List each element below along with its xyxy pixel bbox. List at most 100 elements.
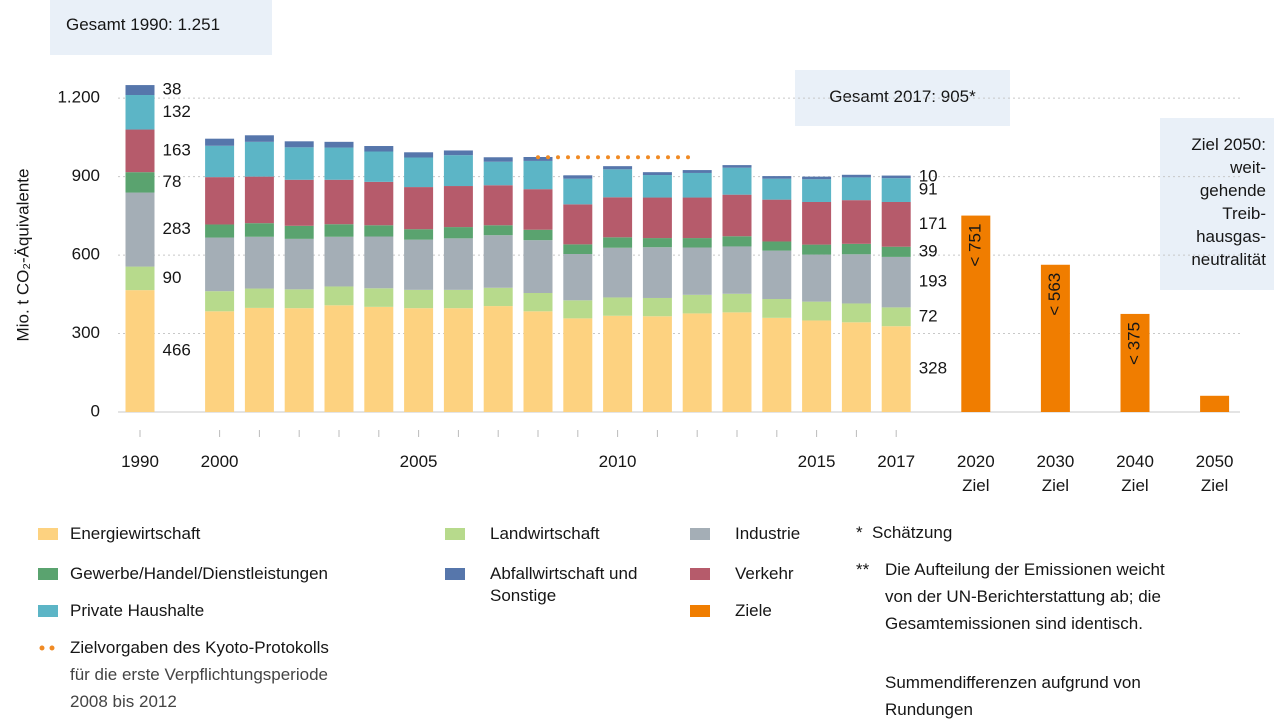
bar-segment <box>1040 264 1070 412</box>
bar-segment <box>523 189 553 230</box>
bar-segment <box>802 254 832 302</box>
bar-segment <box>682 238 712 248</box>
bar-segment <box>244 141 274 177</box>
footnote-mark: ** <box>856 560 870 579</box>
annotation: gehende <box>1199 181 1266 200</box>
bar-segment <box>523 311 553 412</box>
bar-segment <box>682 197 712 239</box>
footnote: Rundungen <box>885 700 973 719</box>
bar-segment <box>603 247 633 298</box>
bar-segment <box>563 178 593 205</box>
bar-segment <box>682 170 712 173</box>
legend-label: 2008 bis 2012 <box>70 692 177 711</box>
bar-segment <box>722 194 752 237</box>
bar-segment <box>881 326 911 412</box>
bar-segment <box>205 237 235 292</box>
annotation-box <box>50 0 272 55</box>
bar-segment <box>205 291 235 312</box>
bar-segment <box>404 152 434 158</box>
bar-segment <box>762 176 792 179</box>
x-tick-label: 2040 Ziel <box>1116 452 1154 495</box>
legend-swatch <box>38 605 58 617</box>
data-label: 171 <box>919 214 947 233</box>
bar-segment <box>802 179 832 202</box>
bar-segment <box>722 167 752 195</box>
bar-segment <box>324 286 354 306</box>
bar-segment <box>603 315 633 412</box>
bar-segment <box>244 223 274 237</box>
bar-segment <box>443 150 473 156</box>
data-label: < 563 <box>1045 273 1064 316</box>
legend-label: Private Haushalte <box>70 601 205 620</box>
bar-segment <box>205 311 235 412</box>
bar-segment <box>1200 395 1230 412</box>
bar-segment <box>642 238 672 248</box>
x-tick-label: 2030 Ziel <box>1036 452 1075 495</box>
bar-segment <box>802 301 832 321</box>
footnote-mark: * <box>856 523 863 542</box>
bar-segment <box>523 240 553 293</box>
bar-segment <box>125 129 155 173</box>
bar-segment <box>244 135 274 142</box>
legend-swatch <box>445 568 465 580</box>
bar-segment <box>443 289 473 309</box>
bar-segment <box>284 147 314 180</box>
bar-segment <box>364 288 394 307</box>
bar-segment <box>324 236 354 287</box>
bar-segment <box>682 294 712 314</box>
legend-label: Industrie <box>735 524 801 543</box>
footnote: Die Aufteilung der Emissionen weicht <box>885 560 1165 579</box>
bar-segment <box>324 305 354 412</box>
data-label: 90 <box>163 268 182 287</box>
bar-segment <box>125 192 155 267</box>
bar-segment <box>244 236 274 289</box>
annotation: Gesamt 2017: 905* <box>829 87 976 106</box>
data-label: 78 <box>163 172 182 191</box>
bar-segment <box>483 306 513 412</box>
bar-segment <box>841 243 871 255</box>
bar-segment <box>563 254 593 301</box>
data-label: 91 <box>919 180 938 199</box>
bar-segment <box>483 157 513 162</box>
bar-segment <box>404 229 434 240</box>
bar-segment <box>284 289 314 309</box>
bar-segment <box>244 176 274 224</box>
data-label: 328 <box>919 359 947 378</box>
data-label: 72 <box>919 306 938 325</box>
bar-segment <box>722 165 752 168</box>
annotation: weit- <box>1230 158 1266 177</box>
data-label: < 751 <box>965 224 984 267</box>
x-tick-label: 2005 <box>399 452 438 471</box>
legend-swatch <box>38 528 58 540</box>
bar-segment <box>443 227 473 239</box>
bar-segment <box>404 308 434 412</box>
bar-segment <box>125 266 155 291</box>
bar-segment <box>642 247 672 298</box>
footnote: Gesamtemissionen sind identisch. <box>885 614 1143 633</box>
bar-segment <box>682 247 712 295</box>
legend-swatch <box>690 568 710 580</box>
bar-segment <box>603 169 633 198</box>
bar-segment <box>483 235 513 288</box>
bar-segment <box>722 293 752 313</box>
bar-segment <box>563 244 593 255</box>
bar-segment <box>205 145 235 178</box>
bar-segment <box>284 179 314 226</box>
bar-segment <box>762 241 792 251</box>
bar-segment <box>802 320 832 412</box>
bar-segment <box>881 175 911 179</box>
bar-segment <box>443 308 473 412</box>
bar-segment <box>762 178 792 200</box>
legend-swatch <box>38 568 58 580</box>
bar-segment <box>563 175 593 179</box>
data-label: 132 <box>163 102 191 121</box>
data-label: 193 <box>919 272 947 291</box>
annotation-box <box>1160 118 1274 290</box>
data-label: 38 <box>163 80 182 99</box>
annotation: Gesamt 1990: 1.251 <box>66 15 221 34</box>
bar-segment <box>563 318 593 412</box>
bar-segment <box>284 141 314 148</box>
bar-segment <box>364 151 394 182</box>
bar-segment <box>841 174 871 178</box>
bar-segment <box>881 256 911 308</box>
